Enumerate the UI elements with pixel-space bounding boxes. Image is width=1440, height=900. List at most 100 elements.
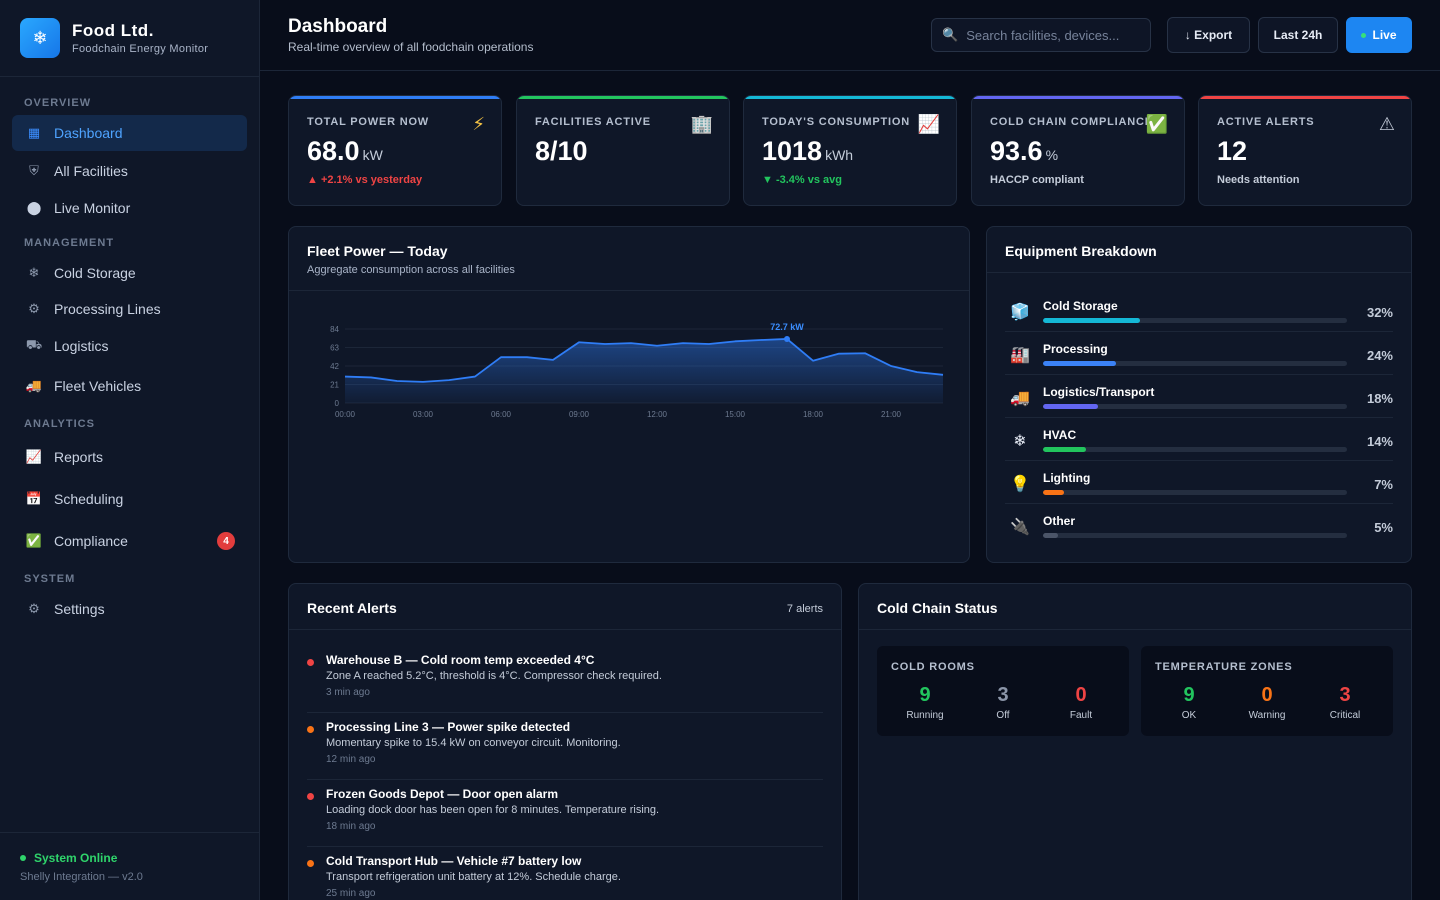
stat-unit: kWh <box>825 147 854 163</box>
equipment-row-lighting: 💡 Lighting 7% <box>1005 461 1393 504</box>
sidebar-item-cold-storage[interactable]: ❄ Cold Storage <box>12 255 247 291</box>
stat-unit: kW <box>362 147 383 163</box>
sidebar-footer: System Online Shelly Integration — v2.0 <box>0 832 259 900</box>
equipment-percent: 5% <box>1374 520 1393 535</box>
equipment-bar-fill <box>1043 318 1141 323</box>
stat-number: 8/10 <box>535 136 588 166</box>
building-icon: 🏢 <box>690 114 713 134</box>
system-status: System Online <box>20 851 239 865</box>
cold-rooms-label: COLD ROOMS <box>891 661 975 673</box>
sidebar-item-label: Live Monitor <box>54 200 131 216</box>
x-tick-label: 15:00 <box>725 410 746 419</box>
x-tick-label: 09:00 <box>569 410 590 419</box>
search-box[interactable]: 🔍 <box>931 18 1151 52</box>
sidebar-item-scheduling[interactable]: 📅 Scheduling <box>12 481 247 517</box>
calendar-icon: 📅 <box>25 491 43 506</box>
stat-label: TODAY'S CONSUMPTION <box>762 116 911 128</box>
alert-title: Frozen Goods Depot — Door open alarm <box>326 787 559 801</box>
zone-count: 3 <box>1339 684 1351 706</box>
nav-section-analytics: ANALYTICS <box>24 418 95 430</box>
sidebar-item-settings[interactable]: ⚙ Settings <box>12 591 247 627</box>
recent-alerts-panel: Recent Alerts 7 alerts Warehouse B — Col… <box>288 583 842 900</box>
lightning-icon: ⚡ <box>472 114 485 134</box>
sidebar-item-processing-lines[interactable]: ⚙ Processing Lines <box>12 291 247 327</box>
sidebar-item-compliance[interactable]: ✅ Compliance 4 <box>12 523 247 559</box>
cold-rooms-box: COLD ROOMS 9 Running 3 Off 0 Fault <box>877 646 1129 736</box>
zones-critical: 3 Critical <box>1315 684 1375 721</box>
snowflake-icon: ❄ <box>28 265 40 280</box>
equipment-percent: 32% <box>1366 305 1393 320</box>
sidebar-item-live-monitor[interactable]: ⬤ Live Monitor <box>12 190 247 226</box>
sidebar-item-logistics[interactable]: ⛟ Logistics <box>12 328 247 364</box>
x-tick-label: 18:00 <box>803 410 824 419</box>
factory-icon: 🏭 <box>1010 347 1030 364</box>
alert-item[interactable]: Frozen Goods Depot — Door open alarm Loa… <box>307 780 823 847</box>
stat-unit: % <box>1045 147 1059 163</box>
lightbulb-icon: 💡 <box>1010 476 1030 493</box>
zones-warning: 0 Warning <box>1237 684 1297 721</box>
alert-item[interactable]: Warehouse B — Cold room temp exceeded 4°… <box>307 646 823 713</box>
cold-rooms-running: 9 Running <box>895 684 955 721</box>
snowflake-icon: ❄ <box>20 18 60 58</box>
zone-count: 0 <box>1075 684 1087 706</box>
equipment-bar-fill <box>1043 447 1086 452</box>
equipment-bar-fill <box>1043 404 1098 409</box>
alert-time: 25 min ago <box>326 888 376 899</box>
zone-caption: Fault <box>1069 710 1093 721</box>
status-dot-icon <box>20 855 26 861</box>
time-range-button[interactable]: Last 24h <box>1258 17 1338 53</box>
equipment-name: Lighting <box>1043 471 1091 485</box>
search-input[interactable] <box>966 27 1147 43</box>
panel-header: Fleet Power — Today Aggregate consumptio… <box>289 227 969 291</box>
equipment-row-logistics: 🚚 Logistics/Transport 18% <box>1005 375 1393 418</box>
fleet-power-chart: 0 21 42 63 84 00:00 03:00 06:00 09:00 12:00 15:00 1… <box>330 322 944 419</box>
sidebar-item-label: Settings <box>54 601 105 617</box>
equipment-bar-track <box>1043 318 1347 323</box>
alerts-count: 7 alerts <box>786 603 823 615</box>
sidebar-item-label: Processing Lines <box>54 301 161 317</box>
alert-item[interactable]: Cold Transport Hub — Vehicle #7 battery … <box>307 847 823 900</box>
top-header: Dashboard Real-time overview of all food… <box>260 0 1440 71</box>
x-tick-label: 12:00 <box>647 410 668 419</box>
sidebar-item-label: Dashboard <box>54 125 123 141</box>
shield-icon: ⛨ <box>29 163 39 178</box>
export-button[interactable]: ↓ Export <box>1167 17 1250 53</box>
live-button[interactable]: Live <box>1346 17 1412 53</box>
zone-caption: Off <box>996 710 1010 721</box>
search-icon: 🔍 <box>942 27 959 42</box>
equipment-breakdown-panel: Equipment Breakdown 🧊 Cold Storage 32% 🏭… <box>986 226 1412 563</box>
grid-icon: ▦ <box>27 125 41 140</box>
page-subtitle: Real-time overview of all foodchain oper… <box>288 40 534 54</box>
alert-severity-dot <box>307 726 314 733</box>
stat-card-todays-consumption: TODAY'S CONSUMPTION 📈 1018 kWh ▼ -3.4% vs… <box>743 95 957 206</box>
zone-caption: OK <box>1181 710 1197 721</box>
stat-accent-bar <box>1199 96 1411 99</box>
alert-time: 18 min ago <box>326 821 376 832</box>
stat-number: 68.0 <box>307 136 360 166</box>
alert-severity-dot <box>307 793 314 800</box>
stat-number: 1018 <box>762 136 823 166</box>
sidebar-item-dashboard[interactable]: ▦ Dashboard <box>12 115 247 151</box>
sidebar-item-fleet-vehicles[interactable]: 🚚 Fleet Vehicles <box>12 368 247 404</box>
system-status-label: System Online <box>34 851 118 865</box>
panel-title: Fleet Power — Today <box>307 243 448 259</box>
stat-number: 12 <box>1217 136 1248 166</box>
stat-note: HACCP compliant <box>990 174 1084 186</box>
equipment-name: Cold Storage <box>1043 299 1118 313</box>
equipment-percent: 14% <box>1366 434 1393 449</box>
equipment-percent: 18% <box>1366 391 1393 406</box>
sidebar-item-label: Scheduling <box>54 491 124 507</box>
panel-title: Equipment Breakdown <box>1005 243 1157 259</box>
equipment-name: Logistics/Transport <box>1043 385 1155 399</box>
alert-item[interactable]: Processing Line 3 — Power spike detected… <box>307 713 823 780</box>
zones-ok: 9 OK <box>1159 684 1219 721</box>
sidebar-item-all-facilities[interactable]: ⛨ All Facilities <box>12 153 247 189</box>
x-tick-label: 00:00 <box>335 410 356 419</box>
stat-value: 8/10 <box>535 136 588 167</box>
equipment-row-cold-storage: 🧊 Cold Storage 32% <box>1005 289 1393 332</box>
sidebar-item-reports[interactable]: 📈 Reports <box>12 439 247 475</box>
sidebar-item-label: All Facilities <box>54 163 128 179</box>
panel-header: Cold Chain Status <box>859 584 1411 630</box>
nav-section-system: SYSTEM <box>24 573 76 585</box>
zone-count: 3 <box>997 684 1009 706</box>
